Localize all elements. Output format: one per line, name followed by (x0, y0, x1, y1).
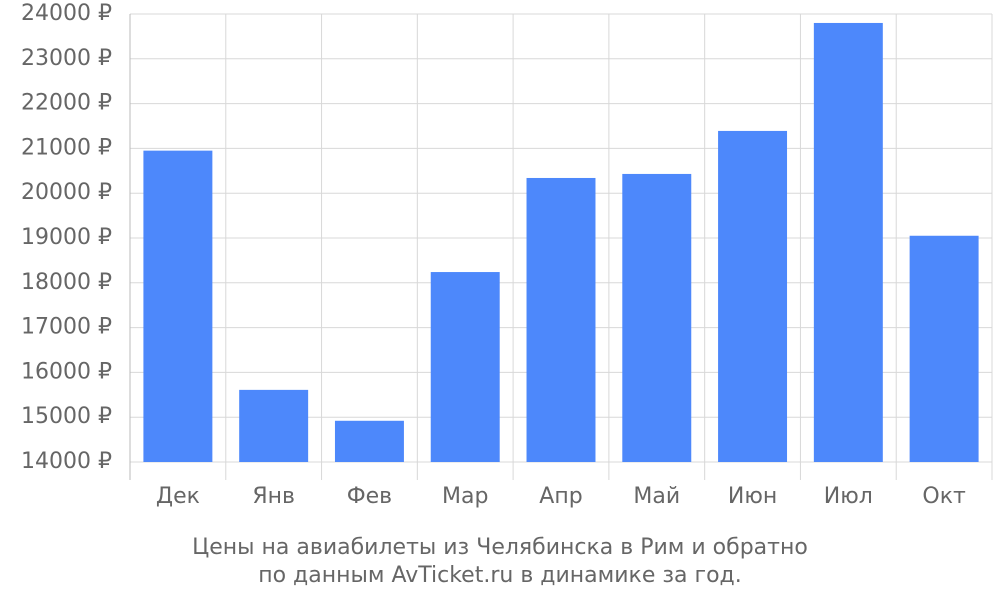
x-tick-label: Июн (728, 484, 777, 509)
bar (430, 272, 500, 462)
chart-title: по данным AvTicket.ru в динамике за год. (258, 563, 742, 588)
bar (622, 173, 692, 462)
x-tick-label: Янв (252, 484, 295, 509)
y-tick-label: 16000 ₽ (21, 359, 112, 384)
y-tick-label: 23000 ₽ (21, 46, 112, 71)
y-tick-label: 22000 ₽ (21, 91, 112, 116)
bar (239, 389, 309, 462)
x-tick-label: Май (633, 484, 680, 509)
bar (909, 235, 979, 462)
bar (143, 150, 213, 462)
y-tick-label: 20000 ₽ (21, 180, 112, 205)
bar (334, 420, 404, 462)
x-tick-label: Апр (539, 484, 582, 509)
x-tick-label: Фев (347, 484, 392, 509)
x-tick-label: Мар (442, 484, 488, 509)
bar (718, 130, 788, 463)
bar (813, 22, 883, 463)
y-tick-label: 21000 ₽ (21, 135, 112, 160)
bar (526, 177, 596, 462)
y-tick-label: 17000 ₽ (21, 315, 112, 340)
x-tick-label: Июл (824, 484, 873, 509)
y-tick-label: 15000 ₽ (21, 404, 112, 429)
y-tick-label: 19000 ₽ (21, 225, 112, 250)
chart-title: Цены на авиабилеты из Челябинска в Рим и… (192, 535, 808, 560)
x-tick-label: Окт (922, 484, 966, 509)
y-tick-label: 18000 ₽ (21, 270, 112, 295)
x-tick-label: Дек (156, 484, 200, 509)
y-tick-label: 14000 ₽ (21, 449, 112, 474)
y-tick-label: 24000 ₽ (21, 1, 112, 26)
